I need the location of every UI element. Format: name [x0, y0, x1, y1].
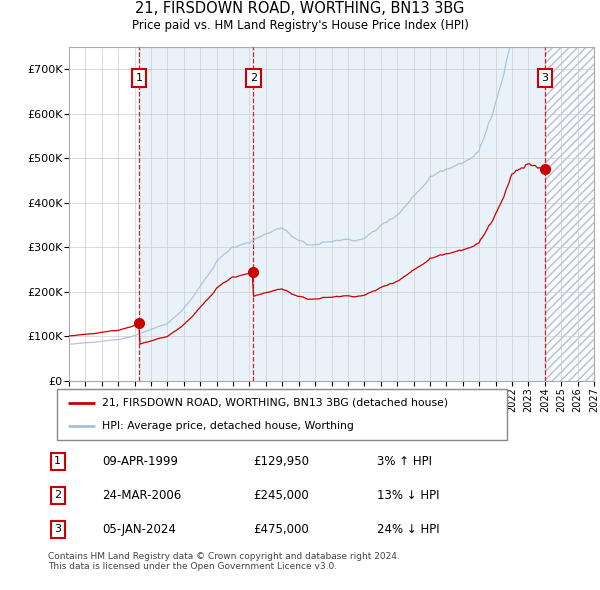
Text: £129,950: £129,950	[253, 454, 309, 468]
Text: Price paid vs. HM Land Registry's House Price Index (HPI): Price paid vs. HM Land Registry's House …	[131, 19, 469, 32]
Bar	[139, 47, 545, 381]
Text: 1: 1	[136, 73, 143, 83]
Text: 2: 2	[250, 73, 257, 83]
Text: 2: 2	[54, 490, 61, 500]
Text: 21, FIRSDOWN ROAD, WORTHING, BN13 3BG (detached house): 21, FIRSDOWN ROAD, WORTHING, BN13 3BG (d…	[102, 398, 448, 408]
Text: 3: 3	[542, 73, 548, 83]
Text: £245,000: £245,000	[253, 489, 309, 502]
Text: 09-APR-1999: 09-APR-1999	[102, 454, 178, 468]
Text: Contains HM Land Registry data © Crown copyright and database right 2024.: Contains HM Land Registry data © Crown c…	[48, 552, 400, 560]
Text: 21, FIRSDOWN ROAD, WORTHING, BN13 3BG: 21, FIRSDOWN ROAD, WORTHING, BN13 3BG	[136, 2, 464, 17]
Text: £475,000: £475,000	[253, 523, 309, 536]
Text: 24% ↓ HPI: 24% ↓ HPI	[377, 523, 440, 536]
Text: 05-JAN-2024: 05-JAN-2024	[102, 523, 176, 536]
Text: 24-MAR-2006: 24-MAR-2006	[102, 489, 181, 502]
Text: 3: 3	[54, 525, 61, 534]
Text: 13% ↓ HPI: 13% ↓ HPI	[377, 489, 440, 502]
Bar	[545, 47, 594, 381]
FancyBboxPatch shape	[57, 389, 507, 440]
Text: 3% ↑ HPI: 3% ↑ HPI	[377, 454, 433, 468]
Text: HPI: Average price, detached house, Worthing: HPI: Average price, detached house, Wort…	[102, 421, 354, 431]
Text: This data is licensed under the Open Government Licence v3.0.: This data is licensed under the Open Gov…	[48, 562, 337, 571]
Bar	[545, 47, 594, 381]
Text: 1: 1	[54, 456, 61, 466]
